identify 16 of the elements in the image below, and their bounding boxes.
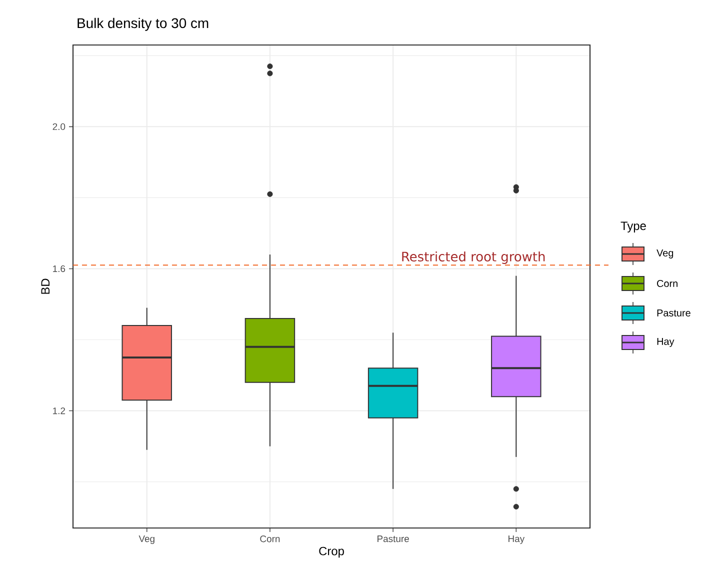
x-tick-label: Hay xyxy=(508,536,525,544)
ref-line-label: Restricted root growth xyxy=(402,251,545,264)
legend-title: Type xyxy=(620,222,646,232)
chart-title: Bulk density to 30 cm xyxy=(78,18,208,31)
y-tick-label: 2.0 xyxy=(52,123,66,130)
category-label: Corn xyxy=(657,280,678,288)
category-label: Veg xyxy=(656,250,674,258)
x-tick-label: Pasture xyxy=(378,536,409,542)
x-axis-title: Crop xyxy=(319,546,344,558)
y-tick-label: 1.6 xyxy=(53,265,66,272)
y-tick-label: 1.2 xyxy=(53,407,66,414)
category-label: Hay xyxy=(657,338,674,347)
x-tick-label: Corn xyxy=(260,536,280,542)
x-tick-label: Veg xyxy=(138,536,154,544)
y-axis-title: BD xyxy=(41,278,50,294)
category-label: Pasture xyxy=(657,310,690,316)
